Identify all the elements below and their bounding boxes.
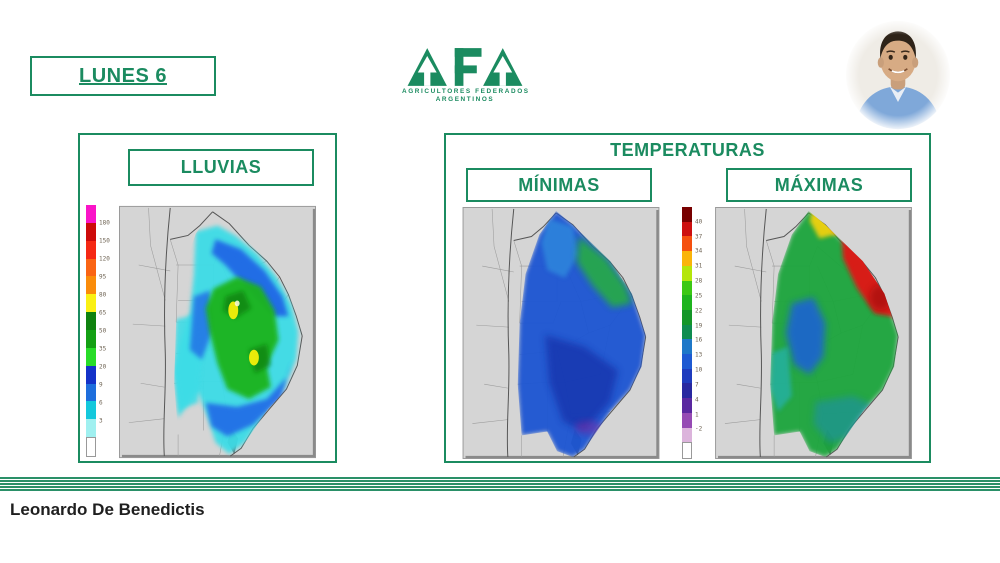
lluvias-title: LLUVIAS	[180, 157, 262, 177]
maximas-title: MÁXIMAS	[774, 174, 864, 195]
maximas-map	[714, 207, 913, 459]
footer-stripes	[0, 477, 1000, 491]
temp-scale-bar	[682, 207, 692, 459]
temperaturas-panel: TEMPERATURAS MÍNIMAS MÁXIMAS 40 37 34 31 28 2…	[444, 133, 931, 463]
rain-scale-bar	[86, 205, 96, 458]
date-label: LUNES 6	[79, 64, 167, 87]
maximas-title-box: MÁXIMAS	[726, 168, 912, 202]
lluvias-map	[119, 205, 316, 459]
temp-scale-labels: 40 37 34 31 28 25 22 19 16 13 10 7 4 1 -2	[695, 218, 703, 433]
afa-logo-icon	[407, 48, 523, 86]
rain-scale-labels: 180 150 120 95 80 65 50 35 20 9 6 3	[99, 219, 110, 425]
author-name: Leonardo De Benedictis	[10, 500, 205, 519]
lluvias-panel: LLUVIAS 180 150 120 95 80 65 50 35 20 9 6 3	[78, 133, 337, 463]
date-box: LUNES 6	[30, 56, 216, 96]
rain-color-scale: 180 150 120 95 80 65 50 35 20 9 6 3	[86, 205, 118, 458]
afa-logo: AGRICULTORES FEDERADOS ARGENTINOS	[402, 46, 528, 104]
temp-color-scale: 40 37 34 31 28 25 22 19 16 13 10 7 4 1 -2	[682, 207, 714, 459]
afa-tagline-line2: ARGENTINOS	[435, 96, 495, 103]
presenter-photo	[846, 20, 950, 130]
minimas-map	[461, 207, 661, 459]
minimas-title: MÍNIMAS	[518, 174, 600, 195]
minimas-title-box: MÍNIMAS	[466, 168, 652, 202]
lluvias-title-box: LLUVIAS	[128, 149, 314, 186]
temperaturas-title: TEMPERATURAS	[610, 140, 765, 160]
afa-tagline-line1: AGRICULTORES FEDERADOS	[402, 88, 530, 95]
